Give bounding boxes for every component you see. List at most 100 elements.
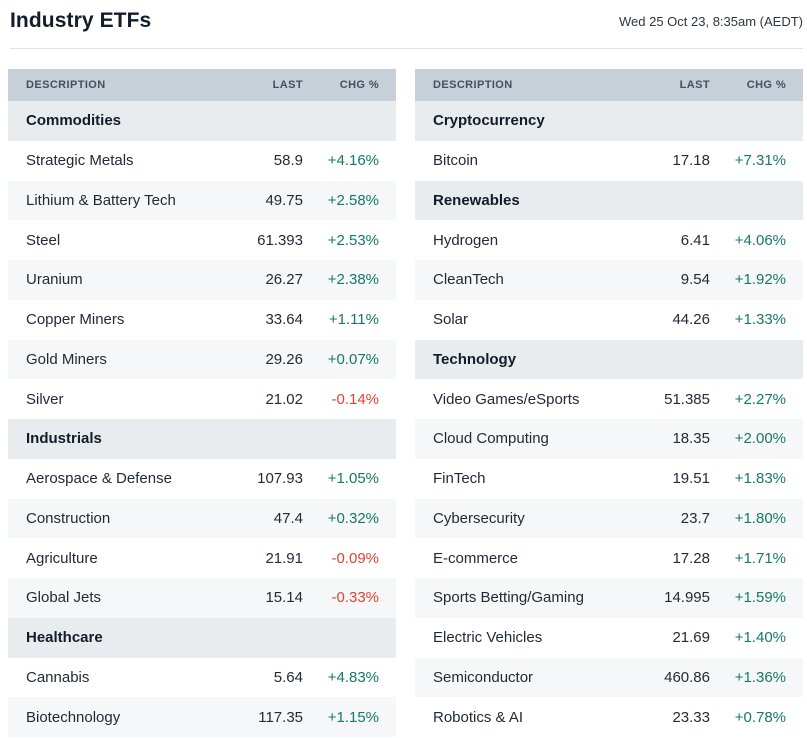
etf-last-value: 29.26 [265,350,303,368]
etf-last-value: 6.41 [680,231,710,249]
table-row: FinTech 19.51 +1.83% [415,459,803,499]
etf-description: CleanTech [433,271,504,289]
etf-change-percent: +4.06% [734,231,786,249]
etf-change-percent: +4.83% [327,668,379,686]
etf-change-percent: +2.00% [734,430,786,448]
etf-change-percent: +2.53% [327,231,379,249]
section-label: Cryptocurrency [433,112,545,130]
table-row: Strategic Metals 58.9 +4.16% [8,141,396,181]
etf-description: Cybersecurity [433,509,525,527]
etf-last-value: 23.7 [680,509,710,527]
column-header-last: LAST [272,79,303,91]
etf-last-value: 18.35 [672,430,710,448]
table-row: Agriculture 21.91 -0.09% [8,538,396,578]
table-row: Hydrogen 6.41 +4.06% [415,220,803,260]
column-header-row: DESCRIPTION LAST CHG % [8,69,396,101]
table-row: Silver 21.02 -0.14% [8,379,396,419]
etf-last-value: 23.33 [672,708,710,726]
etf-description: Lithium & Battery Tech [26,191,176,209]
etf-change-percent: +0.07% [327,350,379,368]
section-label: Technology [433,350,517,368]
etf-change-percent: -0.33% [331,589,379,607]
etf-last-value: 21.69 [672,629,710,647]
etf-change-percent: +1.11% [328,311,379,329]
section-header: Healthcare [8,617,396,658]
etf-description: Video Games/eSports [433,390,580,408]
section-header: Renewables [415,180,803,221]
etf-table-right: DESCRIPTION LAST CHG % Cryptocurrency Bit… [415,69,803,737]
etf-description: Uranium [26,271,83,289]
etf-last-value: 61.393 [257,231,303,249]
page-title: Industry ETFs [10,9,152,32]
etf-change-percent: +7.31% [734,152,786,170]
table-row: Sports Betting/Gaming 14.995 +1.59% [415,578,803,618]
etf-change-percent: +1.83% [734,470,786,488]
section-label: Healthcare [26,629,103,647]
etf-description: Gold Miners [26,350,107,368]
table-row: Global Jets 15.14 -0.33% [8,578,396,618]
etf-change-percent: +1.15% [327,708,379,726]
etf-last-value: 21.91 [265,549,303,567]
etf-change-percent: +4.16% [327,152,379,170]
timestamp: Wed 25 Oct 23, 8:35am (AEDT) [619,13,803,29]
table-row: Video Games/eSports 51.385 +2.27% [415,379,803,419]
etf-last-value: 17.28 [672,549,710,567]
tables-container: DESCRIPTION LAST CHG % Commodities Strate… [8,69,803,737]
etf-description: Construction [26,509,111,527]
table-row: Construction 47.4 +0.32% [8,498,396,539]
table-row: Steel 61.393 +2.53% [8,220,396,260]
etf-change-percent: +1.80% [734,509,786,527]
table-row: Uranium 26.27 +2.38% [8,260,396,300]
column-header-description: DESCRIPTION [26,79,106,91]
column-header-row: DESCRIPTION LAST CHG % [415,69,803,101]
etf-change-percent: +1.59% [734,589,786,607]
etf-last-value: 44.26 [672,311,710,329]
etf-description: Solar [433,311,469,329]
etf-change-percent: +2.58% [327,191,379,209]
etf-last-value: 21.02 [265,390,303,408]
etf-last-value: 19.51 [672,470,710,488]
etf-last-value: 460.86 [664,668,710,686]
table-row: Semiconductor 460.86 +1.36% [415,657,803,698]
column-header-last: LAST [679,79,710,91]
etf-change-percent: +2.27% [734,390,786,408]
top-bar: Industry ETFs Wed 25 Oct 23, 8:35am (AED… [10,0,803,49]
etf-change-percent: +0.32% [327,509,379,527]
table-row: Biotechnology 117.35 +1.15% [8,697,396,737]
etf-description: Agriculture [26,549,98,567]
column-header-description: DESCRIPTION [433,79,513,91]
section-header: Technology [415,339,803,380]
table-row: Electric Vehicles 21.69 +1.40% [415,618,803,658]
etf-change-percent: +1.71% [734,549,786,567]
etf-description: Electric Vehicles [433,629,543,647]
etf-description: Sports Betting/Gaming [433,589,584,607]
table-row: Bitcoin 17.18 +7.31% [415,141,803,181]
etf-last-value: 117.35 [258,708,303,726]
etf-description: Cloud Computing [433,430,549,448]
etf-last-value: 47.4 [273,509,303,527]
etf-last-value: 5.64 [273,668,303,686]
section-label: Renewables [433,191,520,209]
table-row: CleanTech 9.54 +1.92% [415,260,803,300]
etf-change-percent: -0.14% [331,390,379,408]
etf-description: Strategic Metals [26,152,134,170]
etf-description: Steel [26,231,61,249]
etf-last-value: 15.14 [265,589,303,607]
table-row: Cybersecurity 23.7 +1.80% [415,498,803,539]
section-header: Industrials [8,419,396,459]
etf-table-left: DESCRIPTION LAST CHG % Commodities Strate… [8,69,396,737]
etf-description: Hydrogen [433,231,499,249]
etf-last-value: 107.93 [257,470,303,488]
section-label: Industrials [26,430,102,448]
etf-description: Biotechnology [26,708,121,726]
etf-change-percent: +1.33% [734,311,786,329]
etf-last-value: 9.54 [680,271,710,289]
etf-last-value: 14.995 [664,589,710,607]
table-row: Cloud Computing 18.35 +2.00% [415,419,803,459]
etf-change-percent: +2.38% [327,271,379,289]
etf-change-percent: +1.92% [734,271,786,289]
table-row: Solar 44.26 +1.33% [415,300,803,340]
etf-last-value: 51.385 [664,390,710,408]
table-row: Copper Miners 33.64 +1.11% [8,300,396,340]
etf-last-value: 33.64 [265,311,303,329]
